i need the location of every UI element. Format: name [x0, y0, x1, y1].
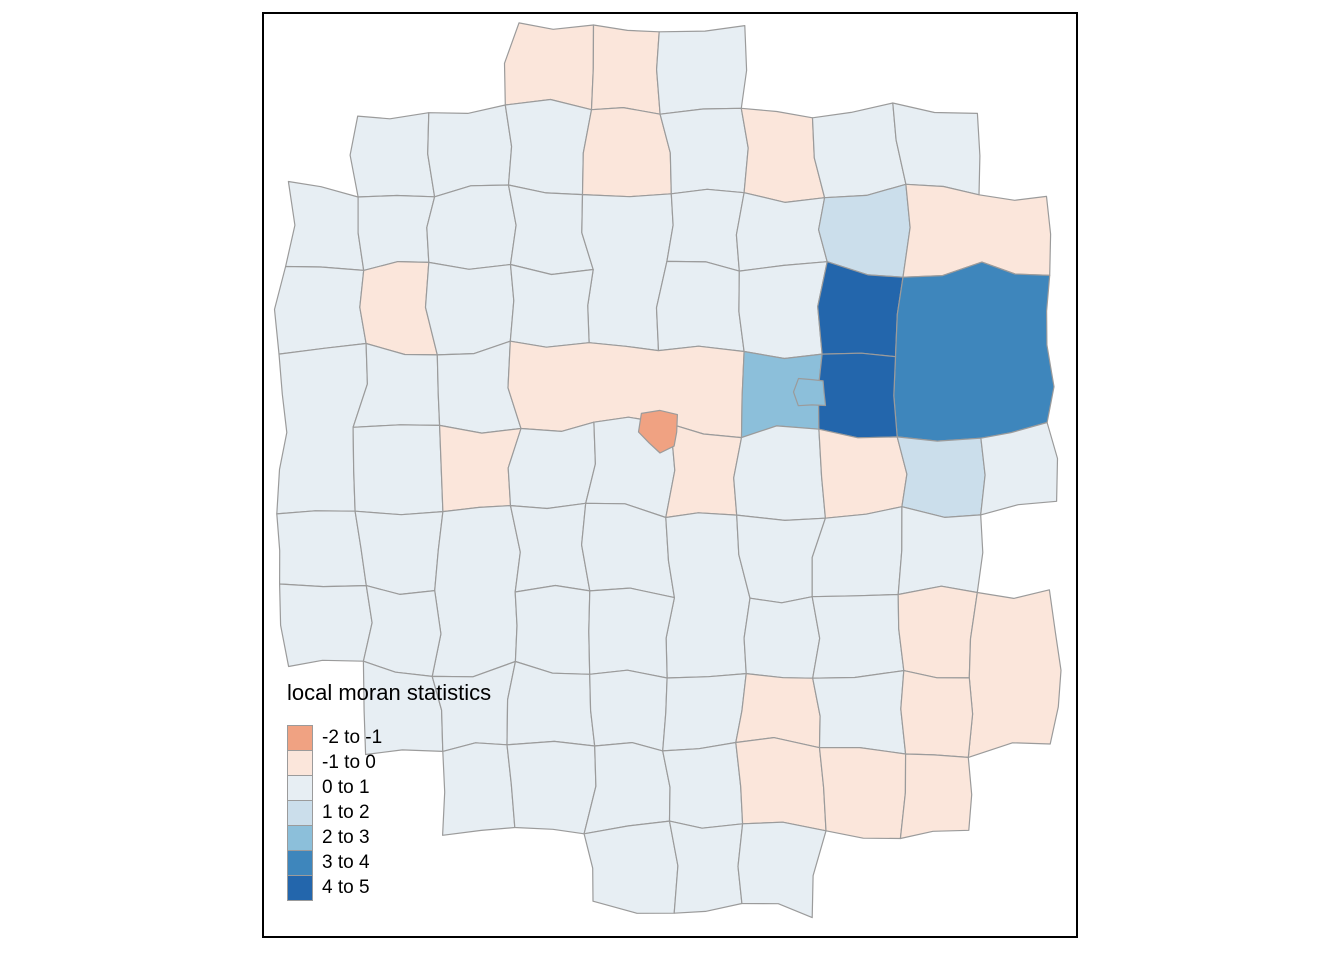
map-region [811, 102, 907, 199]
map-region [362, 584, 442, 678]
legend-swatch [287, 725, 313, 752]
map-region [655, 25, 748, 115]
map-region [735, 192, 828, 272]
legend-class-label: -1 to 0 [322, 752, 376, 774]
map-region [666, 188, 745, 272]
map-region [427, 104, 513, 198]
map-region [892, 102, 981, 196]
map-region [431, 505, 521, 678]
map-region [583, 820, 679, 914]
legend-swatch [287, 775, 313, 802]
map-region [514, 584, 591, 675]
map-region [273, 265, 367, 355]
legend-class-label: 3 to 4 [322, 852, 370, 874]
map-region [655, 260, 745, 353]
map-region [354, 510, 444, 596]
map-region [817, 352, 898, 439]
map-region [276, 510, 367, 588]
map-region [504, 98, 593, 196]
map-region [897, 506, 984, 596]
map-region [662, 672, 747, 752]
map-region [967, 589, 1062, 759]
map-region [668, 820, 744, 914]
map-region [662, 741, 744, 829]
legend-class-label: 4 to 5 [322, 877, 370, 899]
legend-swatch [287, 825, 313, 852]
legend-swatch [287, 800, 313, 827]
map-region [589, 669, 668, 752]
legend: local moran statistics -2 to -1 -1 to 0 … [287, 680, 492, 902]
map-region [506, 740, 597, 835]
map-region [581, 106, 672, 198]
map-region [285, 180, 365, 271]
map-region [637, 409, 679, 454]
map-region [818, 746, 907, 840]
legend-item: 0 to 1 [287, 775, 491, 802]
map-region [507, 421, 597, 510]
legend-swatch [287, 750, 313, 777]
map-region [735, 672, 821, 749]
map-region [817, 261, 904, 358]
legend-class-label: -2 to -1 [322, 727, 383, 749]
map-region [659, 107, 749, 195]
legend-items: -2 to -1 -1 to 0 0 to 1 1 to 2 2 to 3 3 … [287, 725, 491, 902]
legend-swatch [287, 875, 313, 902]
map-region [509, 263, 594, 348]
legend-item: -1 to 0 [287, 750, 491, 777]
map-region [738, 261, 828, 360]
legend-item: 3 to 4 [287, 850, 491, 877]
map-region [818, 428, 908, 519]
legend-class-label: 0 to 1 [322, 777, 370, 799]
legend-class-label: 1 to 2 [322, 802, 370, 824]
legend-title: local moran statistics [287, 680, 492, 705]
map-region [812, 669, 907, 755]
map-region [588, 587, 676, 679]
map-region [743, 596, 821, 679]
map-region [507, 184, 594, 276]
map-region [740, 107, 826, 203]
legend-item: -2 to -1 [287, 725, 491, 752]
map-region [352, 424, 444, 516]
map-region [279, 583, 373, 668]
map-region [811, 593, 905, 679]
map-region [900, 669, 974, 759]
map-region [737, 821, 827, 919]
map-region [580, 502, 676, 599]
map-region [424, 261, 515, 356]
map-region [735, 736, 827, 832]
map-region [980, 421, 1059, 516]
map-region [792, 377, 827, 407]
map-region [349, 112, 436, 198]
map-region [893, 261, 1055, 442]
legend-item: 1 to 2 [287, 800, 491, 827]
map-region [897, 585, 978, 679]
legend-class-label: 2 to 3 [322, 827, 370, 849]
map-region [665, 423, 743, 519]
map-region [896, 436, 986, 519]
legend-item: 4 to 5 [287, 875, 491, 902]
map-region [509, 502, 591, 593]
map-region [899, 753, 973, 840]
legend-swatch [287, 850, 313, 877]
map-region [733, 425, 827, 522]
map-region [503, 22, 595, 111]
map-region [506, 660, 596, 747]
map-region [811, 506, 903, 598]
legend-item: 2 to 3 [287, 825, 491, 852]
map-region [357, 194, 436, 271]
map-region [590, 24, 661, 115]
map-region [583, 741, 671, 835]
map-region [426, 184, 517, 270]
